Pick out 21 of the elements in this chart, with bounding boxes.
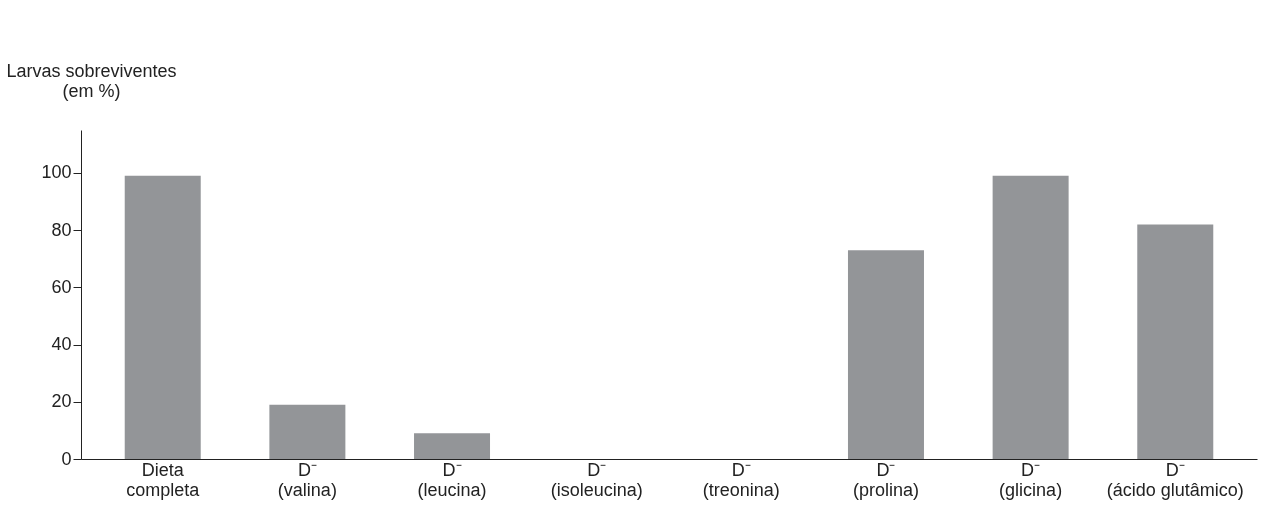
bar [847,250,924,459]
x-tick-label: D⁻ (prolina) [852,459,919,500]
y-tick-label: 20 [51,391,72,412]
y-tick-label: 40 [51,334,72,355]
y-tick-label: 60 [51,276,72,297]
bar [1137,224,1214,459]
bar [992,175,1069,459]
y-tick-label: 100 [41,162,72,183]
bar [269,404,346,459]
x-tick-label: D⁻ (glicina) [999,459,1063,500]
x-tick-label: D⁻ (isoleucina) [550,459,643,500]
x-tick-label: D⁻ (treonina) [702,459,780,500]
x-tick-label: Dieta completa [126,459,201,500]
x-tick-label: D⁻ (valina) [277,459,337,500]
bar [414,433,491,459]
y-axis-title: Larvas sobreviventes (em %) [6,60,177,101]
y-tick-label: 80 [51,219,72,240]
x-tick-label: D⁻ (leucina) [417,459,487,500]
bar [124,175,201,459]
x-tick-label: D⁻ (ácido glutâmico) [1106,459,1244,500]
y-tick-label: 0 [61,448,72,469]
